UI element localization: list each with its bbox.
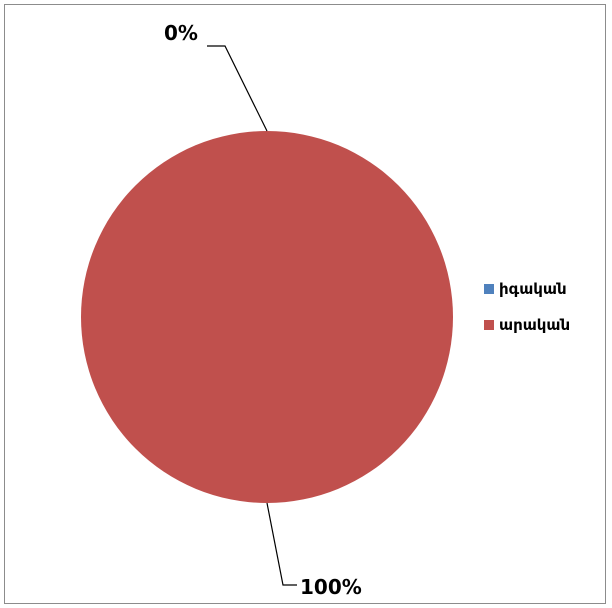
legend-swatch-male bbox=[484, 320, 494, 330]
legend-item-female: իգական bbox=[484, 276, 570, 302]
pie-slices bbox=[81, 131, 453, 503]
legend-swatch-female bbox=[484, 284, 494, 294]
pie-slice-male bbox=[81, 131, 453, 503]
chart-legend: իգական արական bbox=[484, 276, 570, 348]
legend-item-male: արական bbox=[484, 312, 570, 338]
legend-label-female: իգական bbox=[499, 280, 567, 298]
data-label-male: 100% bbox=[300, 575, 362, 599]
leader-line-male bbox=[266, 502, 297, 586]
leader-line-female bbox=[207, 45, 268, 132]
data-labels: 0% 100% bbox=[164, 21, 362, 599]
data-label-female: 0% bbox=[164, 21, 198, 45]
leader-lines bbox=[207, 45, 297, 586]
legend-label-male: արական bbox=[499, 316, 571, 334]
